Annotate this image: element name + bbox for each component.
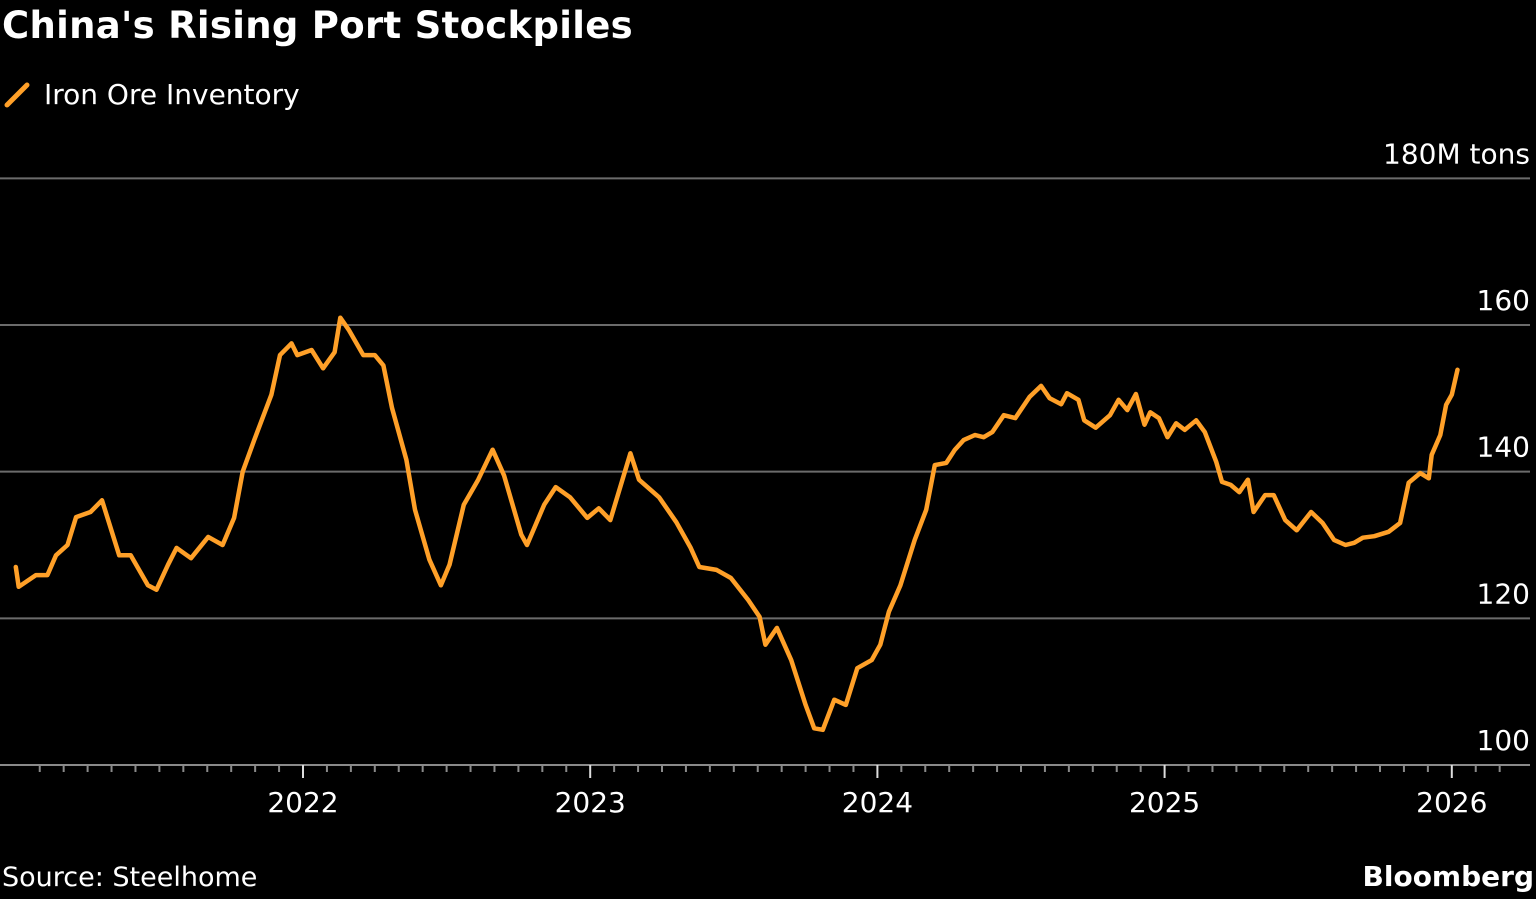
y-tick-label: 120: [1477, 577, 1530, 610]
legend-label: Iron Ore Inventory: [44, 78, 300, 111]
x-tick-label: 2025: [1129, 786, 1200, 819]
chart-title: China's Rising Port Stockpiles: [2, 4, 633, 47]
y-tick-label: 180M tons: [1383, 137, 1530, 170]
x-tick-label: 2026: [1416, 786, 1487, 819]
x-tick-label: 2024: [842, 786, 913, 819]
legend: Iron Ore Inventory: [4, 78, 300, 111]
source-note: Source: Steelhome: [2, 862, 258, 893]
legend-line-icon: [4, 82, 30, 107]
y-tick-label: 140: [1477, 431, 1530, 464]
x-tick-label: 2023: [555, 786, 626, 819]
x-tick-label: 2022: [267, 786, 338, 819]
brand-logo: Bloomberg: [1362, 860, 1534, 893]
y-tick-label: 100: [1477, 724, 1530, 757]
y-tick-label: 160: [1477, 284, 1530, 317]
series-line-iron-ore-inventory: [13, 315, 1460, 733]
